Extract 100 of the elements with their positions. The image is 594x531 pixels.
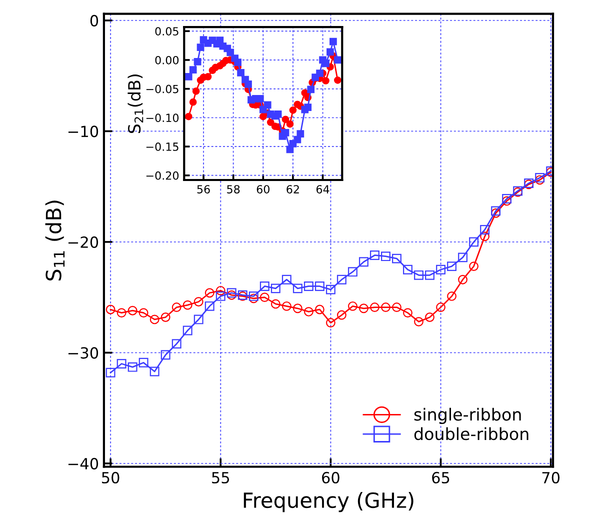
point [282, 274, 292, 284]
point [264, 101, 272, 109]
point [160, 350, 170, 360]
point [248, 291, 258, 301]
point [348, 301, 358, 311]
point [480, 232, 490, 242]
point [336, 310, 346, 320]
point [192, 87, 200, 95]
point [330, 38, 337, 46]
point [189, 66, 197, 74]
point [458, 252, 468, 262]
y-tick-label: −10 [68, 126, 98, 138]
point [289, 106, 297, 114]
y-tick-label: −0.05 [146, 84, 178, 94]
point [182, 300, 192, 310]
point [316, 70, 324, 77]
point [260, 282, 270, 291]
point [172, 339, 182, 349]
x-tick-label: 62 [286, 185, 299, 194]
point [270, 284, 280, 294]
point [260, 292, 270, 302]
y-axis-title: S$_{11}$ (dB) [45, 200, 65, 280]
point [282, 129, 290, 136]
point [425, 270, 434, 280]
point [184, 73, 192, 80]
x-tick-label: 55 [212, 472, 230, 484]
point [322, 60, 330, 68]
point [106, 368, 116, 378]
point [204, 288, 214, 298]
point [216, 291, 226, 301]
legend-label: double-ribbon [414, 427, 528, 440]
point [322, 77, 330, 84]
x-tick-label: 50 [102, 472, 120, 484]
x-tick-label: 70 [542, 472, 560, 484]
point [414, 270, 424, 280]
point [535, 172, 545, 182]
point [314, 304, 324, 314]
point [226, 48, 234, 56]
y-tick-label: −30 [68, 347, 98, 359]
x-tick-label: 65 [432, 472, 450, 484]
point [204, 301, 214, 311]
point [150, 314, 160, 324]
point [334, 56, 342, 64]
point [116, 308, 126, 318]
point [370, 250, 380, 260]
point [182, 326, 192, 336]
point [414, 316, 424, 326]
point [270, 299, 280, 309]
point [436, 302, 446, 312]
point [194, 58, 202, 66]
point [425, 312, 434, 322]
point [282, 301, 292, 311]
point [469, 262, 478, 272]
point [138, 308, 148, 318]
x-tick-label: 56 [197, 185, 210, 194]
y-tick-label: 0.05 [155, 27, 178, 36]
point [458, 274, 468, 284]
point [138, 358, 148, 368]
point [216, 286, 226, 296]
y-axis-title: S$_{21}$(dB) [128, 74, 144, 134]
point [244, 80, 252, 88]
point [447, 262, 456, 272]
x-tick-label: 60 [322, 472, 340, 484]
point [326, 318, 336, 328]
point [502, 196, 512, 206]
point [282, 116, 290, 124]
y-tick-label: −40 [68, 458, 98, 470]
point [196, 44, 204, 51]
point [256, 94, 264, 102]
x-axis-title: Frequency (GHz) [244, 492, 414, 512]
point [204, 73, 212, 80]
point [380, 302, 390, 312]
point [326, 48, 334, 56]
point [380, 252, 390, 262]
point [314, 282, 324, 291]
point [234, 58, 242, 66]
legend-label: single-ribbon [414, 408, 521, 424]
point [194, 297, 204, 306]
y-tick-label: 0 [90, 14, 98, 26]
x-tick-label: 58 [227, 185, 240, 194]
point [348, 267, 358, 277]
x-tick-label: 60 [256, 185, 270, 194]
point [469, 237, 478, 247]
point [304, 104, 312, 111]
point [237, 68, 244, 76]
y-tick-label: −0.10 [146, 114, 179, 122]
point [292, 304, 302, 314]
point [436, 264, 446, 274]
point [370, 302, 380, 312]
y-tick-label: −20 [68, 236, 98, 248]
point [358, 257, 368, 267]
point [304, 282, 314, 291]
point [294, 136, 302, 144]
point [189, 98, 197, 106]
point [502, 194, 512, 204]
point [403, 308, 412, 318]
point [392, 302, 402, 312]
point [286, 120, 294, 128]
point [480, 225, 490, 234]
point [184, 112, 192, 120]
